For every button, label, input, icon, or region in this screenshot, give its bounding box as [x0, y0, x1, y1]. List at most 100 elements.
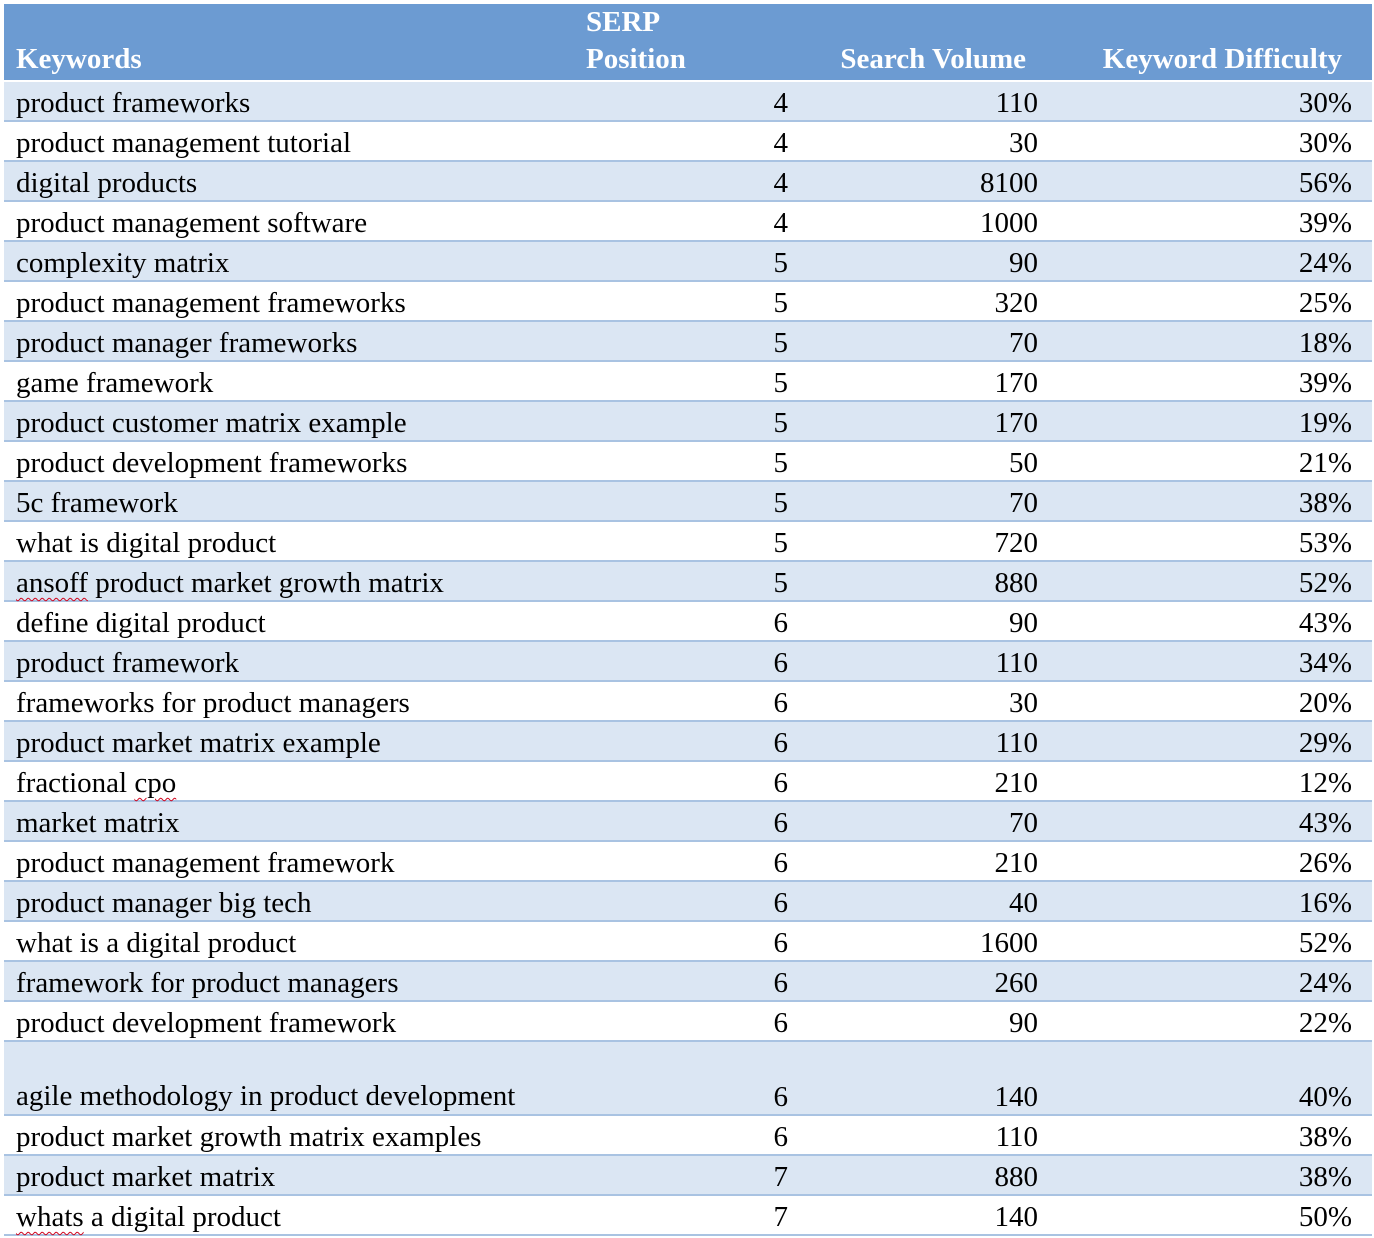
volume-cell: 170	[788, 401, 1038, 442]
keyword-cell: 5c framework	[4, 481, 576, 522]
difficulty-cell: 43%	[1038, 801, 1372, 842]
difficulty-cell: 56%	[1038, 161, 1372, 202]
table-row: product management software 4 1000 39%	[4, 201, 1372, 242]
position-cell: 4	[576, 81, 788, 122]
table-row: ansoff product market growth matrix 5 88…	[4, 561, 1372, 602]
keyword-cell: frameworks for product managers	[4, 681, 576, 722]
difficulty-cell: 24%	[1038, 961, 1372, 1002]
misspelled-word: whats	[16, 1201, 84, 1233]
difficulty-cell: 39%	[1038, 201, 1372, 242]
table-row: product development frameworks 5 50 21%	[4, 441, 1372, 482]
keyword-cell: digital products	[4, 161, 576, 202]
table-row: digital products 4 8100 56%	[4, 161, 1372, 202]
table-row: market matrix 6 70 43%	[4, 801, 1372, 842]
difficulty-cell: 53%	[1038, 521, 1372, 562]
keyword-text: a digital product	[83, 1201, 281, 1233]
difficulty-cell: 43%	[1038, 601, 1372, 642]
table-row: product development framework 6 90 22%	[4, 1001, 1372, 1042]
table-row: product manager big tech 6 40 16%	[4, 881, 1372, 922]
keyword-cell: product market growth matrix examples	[4, 1115, 576, 1156]
volume-cell: 880	[788, 1155, 1038, 1196]
volume-cell: 70	[788, 481, 1038, 522]
volume-cell: 140	[788, 1195, 1038, 1236]
header-keyword-difficulty: Keyword Difficulty	[1038, 4, 1372, 82]
difficulty-cell: 50%	[1038, 1195, 1372, 1236]
volume-cell: 90	[788, 601, 1038, 642]
position-cell: 6	[576, 961, 788, 1002]
difficulty-cell: 30%	[1038, 121, 1372, 162]
position-cell: 6	[576, 921, 788, 962]
difficulty-cell: 12%	[1038, 761, 1372, 802]
volume-cell: 170	[788, 361, 1038, 402]
keyword-cell: product manager big tech	[4, 881, 576, 922]
position-cell: 4	[576, 201, 788, 242]
keyword-cell: ansoff product market growth matrix	[4, 561, 576, 602]
position-cell: 5	[576, 481, 788, 522]
volume-cell: 880	[788, 561, 1038, 602]
keyword-cell: product development frameworks	[4, 441, 576, 482]
volume-cell: 720	[788, 521, 1038, 562]
position-cell: 6	[576, 841, 788, 882]
difficulty-cell: 26%	[1038, 841, 1372, 882]
position-cell: 7	[576, 1195, 788, 1236]
header-row: Keywords SERP Position Search Volume Key…	[4, 4, 1372, 82]
difficulty-cell: 52%	[1038, 561, 1372, 602]
table-row: define digital product 6 90 43%	[4, 601, 1372, 642]
table-row: framework for product managers 6 260 24%	[4, 961, 1372, 1002]
keyword-cell: complexity matrix	[4, 241, 576, 282]
position-cell: 4	[576, 121, 788, 162]
table-row: product market matrix example 6 110 29%	[4, 721, 1372, 762]
volume-cell: 110	[788, 81, 1038, 122]
keyword-cell: fractional cpo	[4, 761, 576, 802]
header-serp-line2: Position	[586, 43, 686, 75]
position-cell: 6	[576, 681, 788, 722]
volume-cell: 140	[788, 1041, 1038, 1116]
difficulty-cell: 21%	[1038, 441, 1372, 482]
position-cell: 6	[576, 1041, 788, 1116]
keyword-cell: define digital product	[4, 601, 576, 642]
difficulty-cell: 16%	[1038, 881, 1372, 922]
position-cell: 6	[576, 801, 788, 842]
keyword-cell: product frameworks	[4, 81, 576, 122]
difficulty-cell: 22%	[1038, 1001, 1372, 1042]
volume-cell: 30	[788, 681, 1038, 722]
position-cell: 6	[576, 601, 788, 642]
difficulty-cell: 34%	[1038, 641, 1372, 682]
keyword-cell: product management software	[4, 201, 576, 242]
table-row: product frameworks 4 110 30%	[4, 81, 1372, 122]
position-cell: 4	[576, 161, 788, 202]
table-row: whats a digital product 7 140 50%	[4, 1195, 1372, 1236]
position-cell: 5	[576, 361, 788, 402]
keyword-cell: framework for product managers	[4, 961, 576, 1002]
difficulty-cell: 38%	[1038, 1155, 1372, 1196]
header-search-volume: Search Volume	[788, 4, 1038, 82]
header-serp-position: SERP Position	[576, 4, 788, 82]
volume-cell: 8100	[788, 161, 1038, 202]
keyword-cell: product management framework	[4, 841, 576, 882]
table-row: product management tutorial 4 30 30%	[4, 121, 1372, 162]
volume-cell: 210	[788, 841, 1038, 882]
volume-cell: 40	[788, 881, 1038, 922]
keyword-table: Keywords SERP Position Search Volume Key…	[4, 4, 1372, 1236]
position-cell: 5	[576, 321, 788, 362]
keyword-cell: what is digital product	[4, 521, 576, 562]
keyword-cell: product management frameworks	[4, 281, 576, 322]
position-cell: 6	[576, 1115, 788, 1156]
position-cell: 5	[576, 441, 788, 482]
keyword-cell: product framework	[4, 641, 576, 682]
volume-cell: 90	[788, 1001, 1038, 1042]
difficulty-cell: 38%	[1038, 481, 1372, 522]
keyword-text: product market growth matrix	[87, 567, 444, 599]
difficulty-cell: 39%	[1038, 361, 1372, 402]
difficulty-cell: 25%	[1038, 281, 1372, 322]
volume-cell: 90	[788, 241, 1038, 282]
keyword-cell: product customer matrix example	[4, 401, 576, 442]
position-cell: 5	[576, 561, 788, 602]
difficulty-cell: 19%	[1038, 401, 1372, 442]
misspelled-word: cpo	[134, 767, 177, 799]
position-cell: 5	[576, 521, 788, 562]
keyword-cell: product development framework	[4, 1001, 576, 1042]
keyword-cell: product management tutorial	[4, 121, 576, 162]
volume-cell: 70	[788, 321, 1038, 362]
header-keywords: Keywords	[4, 4, 576, 82]
